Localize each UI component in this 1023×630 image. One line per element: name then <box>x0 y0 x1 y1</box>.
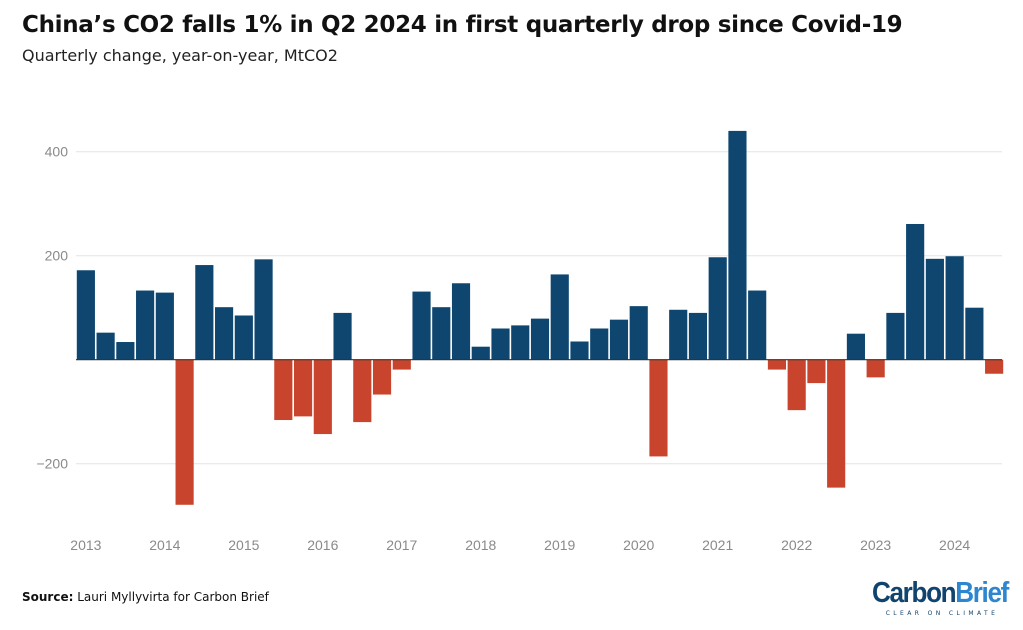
bar <box>688 312 708 360</box>
bar <box>175 359 194 505</box>
bar <box>491 328 510 360</box>
bar <box>471 346 490 360</box>
x-tick-label: 2018 <box>465 537 496 553</box>
bar <box>985 359 1004 374</box>
bar <box>925 258 944 360</box>
x-tick-label: 2013 <box>70 537 101 553</box>
x-tick-label: 2023 <box>860 537 891 553</box>
bar <box>767 359 787 370</box>
bar <box>432 307 451 360</box>
x-tick-label: 2024 <box>939 537 970 553</box>
bar <box>155 292 174 360</box>
bar <box>965 307 984 360</box>
bar <box>787 359 806 411</box>
bar <box>728 130 747 360</box>
x-tick-label: 2022 <box>781 537 812 553</box>
bar <box>866 359 885 378</box>
chart-subtitle: Quarterly change, year-on-year, MtCO2 <box>22 46 338 65</box>
bar <box>945 256 964 360</box>
logo-tagline: CLEAR ON CLIMATE <box>885 610 999 617</box>
bar <box>96 332 115 360</box>
x-tick-label: 2015 <box>228 537 259 553</box>
bar <box>195 265 214 360</box>
y-tick-label: 400 <box>45 144 69 160</box>
y-tick-label: −200 <box>36 456 68 472</box>
bar <box>748 290 767 360</box>
source-label: Source: <box>22 590 74 604</box>
bar <box>570 341 589 360</box>
x-tick-label: 2020 <box>623 537 654 553</box>
carbon-brief-logo: CarbonBrief CLEAR ON CLIMATE <box>872 578 1012 617</box>
bar <box>590 328 609 360</box>
bar <box>353 359 372 423</box>
bar <box>76 270 95 360</box>
bar <box>906 223 925 360</box>
y-tick-label: 200 <box>45 248 69 264</box>
bar <box>629 306 648 360</box>
bar <box>254 259 273 360</box>
bar <box>846 333 865 360</box>
gridlines <box>76 151 1002 465</box>
source-text: Lauri Myllyvirta for Carbon Brief <box>73 590 269 604</box>
bar <box>609 319 629 360</box>
y-axis-labels: 400 200 −200 <box>36 144 68 472</box>
logo-brief: Brief <box>955 577 1009 609</box>
x-tick-label: 2019 <box>544 537 575 553</box>
bar <box>451 283 471 360</box>
chart-title: China’s CO2 falls 1% in Q2 2024 in first… <box>22 12 903 38</box>
bar <box>392 359 411 370</box>
source-note: Source: Lauri Myllyvirta for Carbon Brie… <box>22 590 269 604</box>
x-axis-labels: 2013 2014 2015 2016 2017 2018 2019 2020 2021 2022… <box>70 537 970 553</box>
bar <box>333 312 352 360</box>
bar <box>215 307 234 360</box>
bar <box>708 257 727 360</box>
bar <box>886 312 905 360</box>
x-tick-label: 2021 <box>702 537 733 553</box>
logo-carbon: Carbon <box>872 577 957 609</box>
bar <box>649 359 668 457</box>
bars <box>76 130 1004 505</box>
bar <box>293 359 313 417</box>
x-tick-label: 2017 <box>386 537 417 553</box>
bar <box>827 359 846 488</box>
bar <box>274 359 293 421</box>
x-tick-label: 2016 <box>307 537 338 553</box>
bar <box>136 290 155 360</box>
bar <box>511 325 530 360</box>
bar <box>530 318 550 360</box>
bar <box>116 342 135 360</box>
bar <box>550 274 569 360</box>
bar <box>234 315 253 360</box>
bar <box>313 359 332 435</box>
x-tick-label: 2014 <box>149 537 180 553</box>
bar <box>669 309 688 360</box>
bar <box>372 359 392 395</box>
bar <box>807 359 826 384</box>
bar <box>412 291 431 360</box>
